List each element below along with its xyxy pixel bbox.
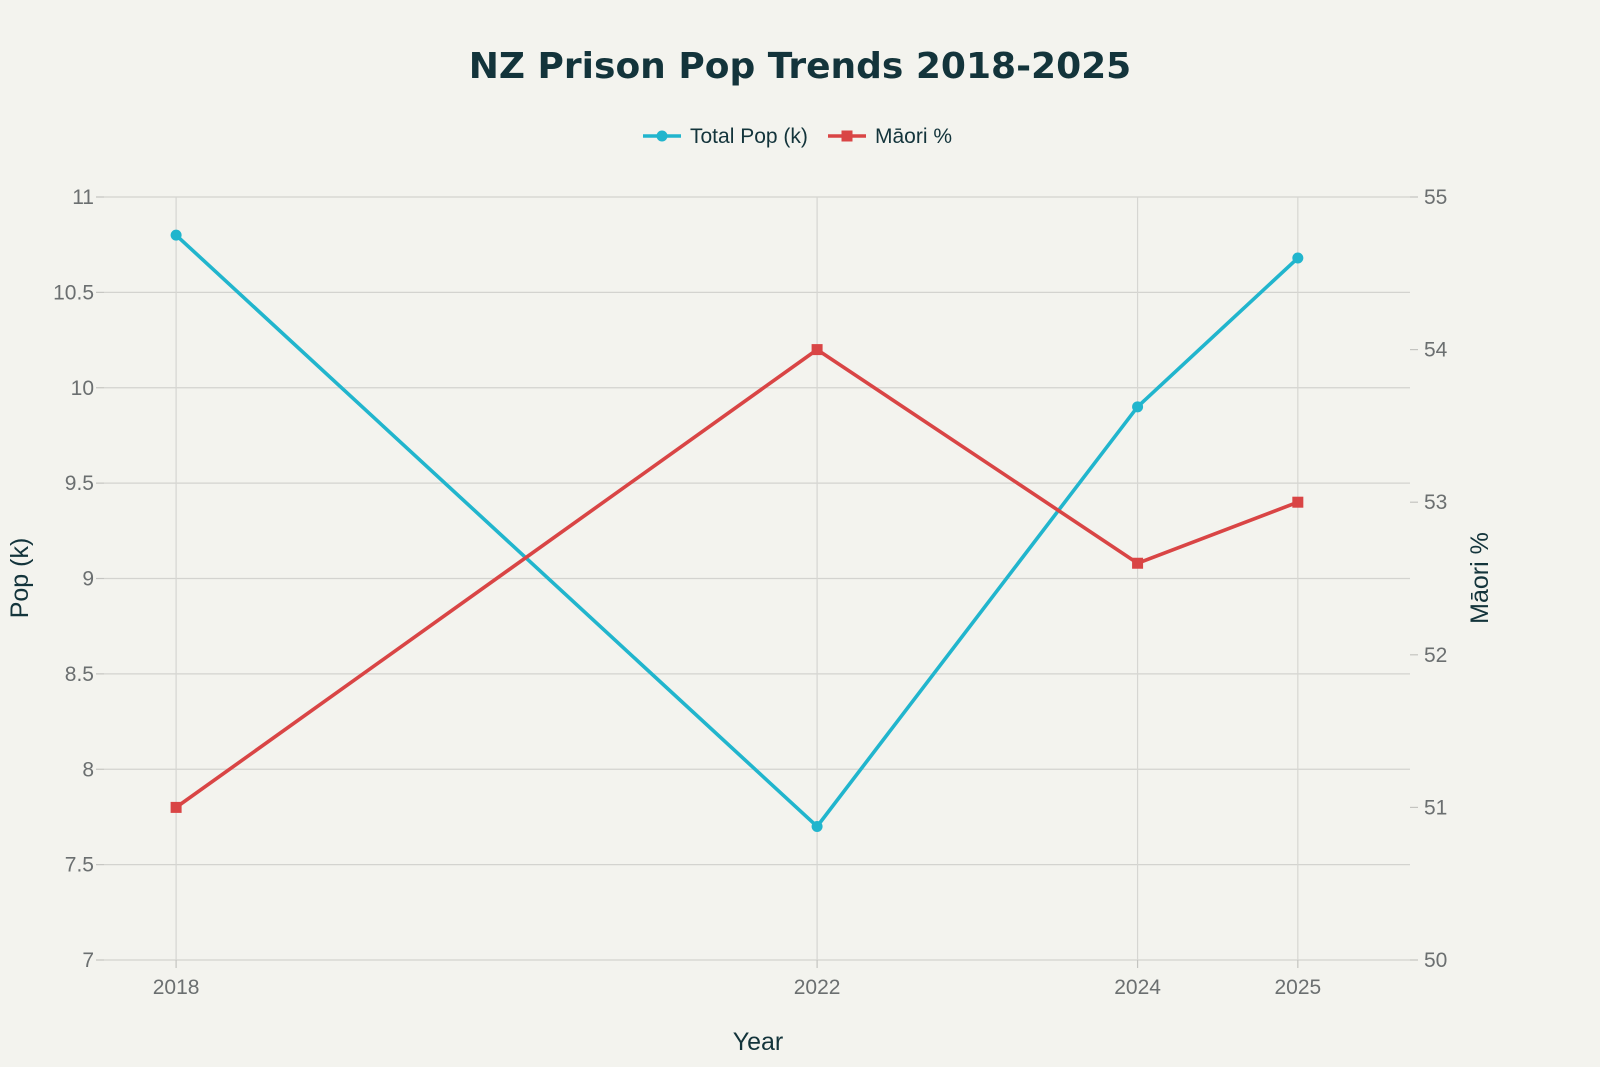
grid <box>104 196 1410 961</box>
y-tick-label: 11 <box>72 186 94 209</box>
total-pop-line <box>174 233 1300 829</box>
maori-pct-point <box>1132 557 1144 569</box>
total-pop-point <box>1132 401 1144 413</box>
y2-tick-label: 55 <box>1424 186 1447 209</box>
total-pop-point <box>170 229 182 241</box>
y-tick-label: 7.5 <box>65 854 94 877</box>
y-tick-label: 9.5 <box>65 472 94 495</box>
x-axis-title: Year <box>733 1028 784 1056</box>
y2-tick-label: 53 <box>1424 491 1447 514</box>
legend: Total Pop (k) Māori % <box>643 125 952 148</box>
y-tick-label: 7 <box>82 949 94 972</box>
y2-tick-label: 50 <box>1424 949 1447 972</box>
y2-tick-label: 51 <box>1424 796 1447 819</box>
x-tick-label: 2018 <box>153 976 200 999</box>
maori-pct-point <box>170 801 182 813</box>
x-tick-label: 2024 <box>1114 976 1161 999</box>
legend-item: Total Pop (k) <box>643 125 808 148</box>
legend-swatch-marker <box>841 130 853 142</box>
maori-pct-line <box>174 347 1300 810</box>
maori-pct-point <box>811 344 823 356</box>
legend-item: Māori % <box>828 125 952 148</box>
axes: 7 7.5 8 8.5 9 9.5 10 10.5 11 50 51 52 53 54 55 2018 2022… <box>53 186 1448 999</box>
y-tick-label: 9 <box>82 568 94 591</box>
y-tick-label: 8 <box>82 758 94 781</box>
y-tick-label: 10 <box>71 377 94 400</box>
legend-label: Māori % <box>875 125 952 148</box>
total-pop-point <box>811 820 823 832</box>
y2-axis-title: Māori % <box>1466 532 1494 624</box>
x-tick-label: 2025 <box>1274 976 1321 999</box>
chart-title: NZ Prison Pop Trends 2018-2025 <box>469 46 1131 87</box>
maori-pct-point <box>1292 496 1304 508</box>
series <box>170 229 1304 832</box>
y-axis-title: Pop (k) <box>6 538 34 619</box>
total-pop-point <box>1292 252 1304 264</box>
y2-tick-label: 52 <box>1424 644 1447 667</box>
y2-tick-label: 54 <box>1424 339 1448 362</box>
y-tick-label: 10.5 <box>53 281 94 304</box>
legend-swatch-marker <box>656 130 668 142</box>
legend-label: Total Pop (k) <box>690 125 808 148</box>
y-tick-label: 8.5 <box>65 663 94 686</box>
x-tick-label: 2022 <box>794 976 841 999</box>
